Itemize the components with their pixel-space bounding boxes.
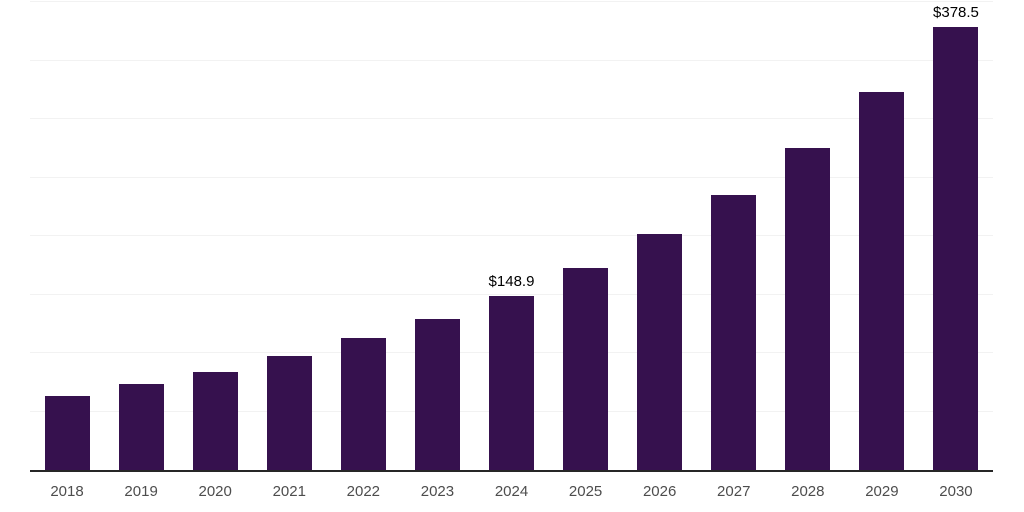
bar-column-2020 (178, 0, 252, 470)
x-tick-2027: 2027 (717, 483, 751, 500)
x-tick-2025: 2025 (568, 483, 603, 500)
bar-column-2025 (549, 0, 623, 470)
bars-row: $148.9 $378.5 (30, 0, 993, 470)
bar-2022 (340, 338, 386, 470)
gridline-250 (30, 176, 993, 178)
gridline-200 (30, 235, 993, 236)
x-tick-2030: 2030 (939, 483, 973, 500)
bar-2023 (414, 318, 460, 470)
bar-2029 (859, 91, 905, 470)
bar-column-2018 (30, 0, 104, 470)
data-label-2030: $378.5 (933, 4, 979, 22)
x-tick-2024: 2024 (494, 483, 529, 500)
bar-2024 (489, 295, 534, 470)
bar-column-2028 (771, 0, 845, 470)
x-tick-2026: 2026 (642, 483, 677, 500)
x-tick-2018: 2018 (50, 483, 84, 500)
bar-2025 (563, 267, 609, 470)
bar-column-2027 (697, 0, 771, 470)
gridline-150 (30, 293, 993, 295)
x-axis-labels: 2018 2019 2020 2021 2022 2023 2024 2025 2026 2027… (30, 483, 993, 501)
bar-2027 (711, 195, 757, 470)
bar-2021 (266, 355, 312, 470)
x-tick-2020: 2020 (198, 483, 232, 500)
bar-2028 (785, 147, 831, 470)
gridline-400 (30, 1, 993, 2)
x-tick-2029: 2029 (865, 483, 899, 500)
bar-2019 (118, 384, 164, 470)
x-tick-2028: 2028 (791, 483, 825, 500)
bar-column-2019 (104, 0, 178, 470)
bar-column-2022 (326, 0, 400, 470)
bar-column-2021 (252, 0, 326, 470)
x-tick-2022: 2022 (346, 483, 381, 500)
bar-column-2026 (623, 0, 697, 470)
x-tick-2021: 2021 (272, 483, 306, 500)
x-tick-2019: 2019 (124, 483, 158, 500)
x-tick-2023: 2023 (420, 483, 455, 500)
gridline-300 (30, 118, 993, 119)
bar-column-2024: $148.9 (474, 0, 548, 470)
bar-2018 (44, 396, 90, 470)
bar-column-2023 (400, 0, 474, 470)
gridline-350 (30, 59, 993, 61)
plot-area: $148.9 $378.5 (30, 0, 993, 470)
bar-2026 (637, 234, 683, 470)
bar-column-2029 (845, 0, 919, 470)
bar-2030 (933, 27, 979, 470)
x-axis-line (30, 470, 993, 472)
data-label-2024: $148.9 (488, 272, 535, 290)
bar-column-2030: $378.5 (919, 0, 993, 470)
bar-2020 (192, 371, 238, 470)
